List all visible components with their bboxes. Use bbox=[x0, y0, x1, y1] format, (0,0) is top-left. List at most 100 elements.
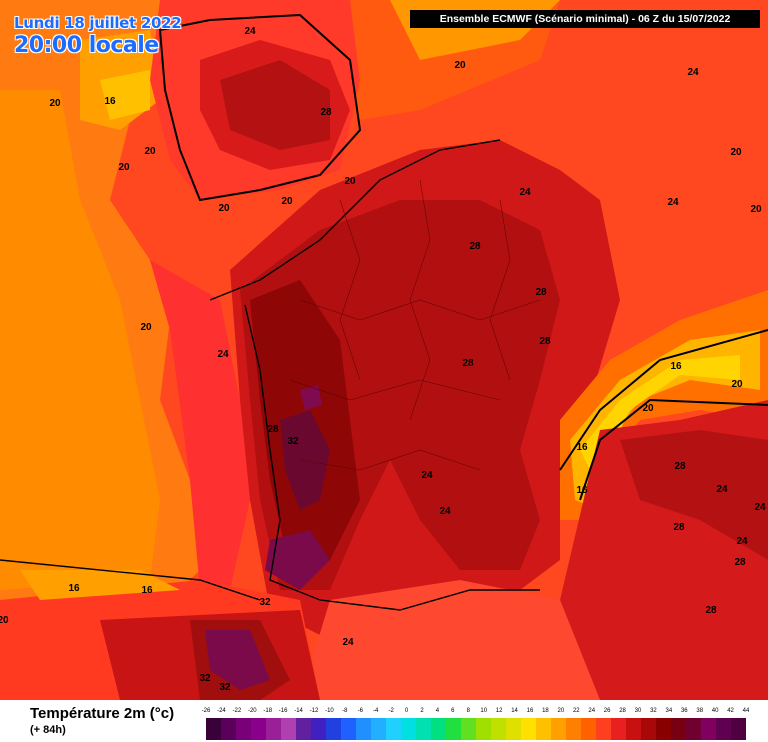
contour-label: 28 bbox=[539, 336, 551, 347]
contour-label: 28 bbox=[673, 522, 685, 533]
color-scale-cell bbox=[701, 718, 716, 740]
color-scale-tick: 26 bbox=[603, 708, 611, 714]
contour-label: 28 bbox=[469, 241, 481, 252]
color-scale-cell bbox=[566, 718, 581, 740]
color-scale-tick: -24 bbox=[217, 708, 226, 714]
color-scale-tick: 8 bbox=[466, 708, 470, 714]
color-scale-tick: 2 bbox=[420, 708, 424, 714]
color-scale-tick: 40 bbox=[711, 708, 719, 714]
iberia-coast-yellow bbox=[20, 570, 180, 600]
color-scale-tick: 0 bbox=[404, 708, 409, 714]
time-label: 20:00 locale bbox=[14, 33, 159, 58]
color-scale-cell bbox=[281, 718, 296, 740]
legend-subtitle: (+ 84h) bbox=[30, 724, 66, 736]
color-scale-tick: 20 bbox=[557, 708, 565, 714]
color-scale-tick: 28 bbox=[619, 708, 626, 714]
color-scale-tick: -4 bbox=[373, 708, 379, 714]
contour-label: 20 bbox=[0, 615, 9, 626]
color-scale-cell bbox=[491, 718, 506, 740]
coastline-iberia bbox=[0, 559, 261, 601]
color-scale-tick: -26 bbox=[201, 708, 211, 714]
color-scale-cell bbox=[341, 718, 356, 740]
color-scale-tick: -6 bbox=[357, 708, 363, 714]
color-scale-cell bbox=[251, 718, 266, 740]
coastline-england bbox=[158, 13, 362, 202]
color-scale-cell bbox=[206, 718, 221, 740]
atlantic-zone-inner bbox=[0, 90, 160, 590]
color-scale-cell bbox=[581, 718, 596, 740]
color-scale-cell bbox=[446, 718, 461, 740]
color-scale-cell bbox=[356, 718, 371, 740]
contour-label: 24 bbox=[421, 470, 433, 481]
color-scale-tick: 4 bbox=[435, 708, 440, 714]
contour-label: 20 bbox=[281, 196, 293, 207]
north-west-yellow-2 bbox=[100, 70, 150, 120]
color-scale-cell bbox=[656, 718, 671, 740]
contour-label: 20 bbox=[144, 146, 156, 157]
color-scale-tick: 12 bbox=[495, 708, 503, 714]
contour-label: 20 bbox=[731, 379, 743, 390]
contour-label: 20 bbox=[118, 162, 130, 173]
color-scale-cell bbox=[221, 718, 236, 740]
color-scale-tick: 6 bbox=[451, 708, 455, 714]
med-sea bbox=[300, 580, 600, 700]
color-scale-cell bbox=[626, 718, 641, 740]
contour-label: 24 bbox=[342, 637, 354, 648]
color-scale-cell bbox=[266, 718, 281, 740]
contour-label: 24 bbox=[667, 197, 679, 208]
color-scale-cell bbox=[431, 718, 446, 740]
contour-label: 16 bbox=[576, 442, 588, 453]
contour-label: 16 bbox=[576, 485, 588, 496]
color-scale-tick: 16 bbox=[526, 708, 534, 714]
color-scale-tick: 42 bbox=[727, 708, 734, 714]
color-scale-tick: -10 bbox=[325, 708, 334, 714]
color-scale-cell bbox=[401, 718, 416, 740]
color-scale-tick: 10 bbox=[480, 708, 488, 714]
color-scale-cell bbox=[416, 718, 431, 740]
color-scale-tick: -20 bbox=[247, 708, 257, 714]
contour-label: 20 bbox=[218, 203, 230, 214]
color-scale-tick: 32 bbox=[650, 708, 657, 714]
color-scale-cells bbox=[206, 718, 746, 740]
color-scale-tick: 18 bbox=[542, 708, 549, 714]
contour-label: 20 bbox=[642, 403, 654, 414]
contour-label: 28 bbox=[674, 461, 686, 472]
contour-label: 16 bbox=[104, 96, 116, 107]
color-scale-cell bbox=[476, 718, 491, 740]
color-scale-cell bbox=[641, 718, 656, 740]
france-extreme-3 bbox=[300, 385, 322, 410]
france-extreme bbox=[280, 410, 330, 510]
color-scale-tick: 14 bbox=[511, 708, 518, 714]
color-scale-tick: -16 bbox=[278, 708, 288, 714]
contour-label: 20 bbox=[140, 322, 152, 333]
color-scale-tick: 30 bbox=[634, 708, 642, 714]
color-scale-tick: 36 bbox=[680, 708, 688, 714]
contour-label: 24 bbox=[217, 349, 229, 360]
color-scale-cell bbox=[371, 718, 386, 740]
color-scale-cell bbox=[326, 718, 341, 740]
run-header: Ensemble ECMWF (Scénario minimal) - 06 Z… bbox=[410, 10, 760, 28]
color-scale-tick: -8 bbox=[342, 708, 348, 714]
contour-label: 32 bbox=[219, 682, 231, 693]
color-scale-tick: 44 bbox=[742, 708, 750, 714]
color-scale-cell bbox=[386, 718, 401, 740]
color-scale-cell bbox=[596, 718, 611, 740]
contour-label: 24 bbox=[519, 187, 531, 198]
color-scale-cell bbox=[671, 718, 686, 740]
contour-label: 20 bbox=[454, 60, 466, 71]
color-scale-cell bbox=[236, 718, 251, 740]
contour-label: 24 bbox=[754, 502, 766, 513]
italy-hot bbox=[620, 430, 768, 560]
contour-label: 16 bbox=[141, 585, 153, 596]
color-scale-tick: -2 bbox=[388, 708, 394, 714]
color-scale-cell bbox=[521, 718, 536, 740]
contour-label: 20 bbox=[344, 176, 356, 187]
color-scale-tick: -14 bbox=[294, 708, 303, 714]
contour-label: 20 bbox=[49, 98, 61, 109]
color-scale-cell bbox=[731, 718, 746, 740]
color-scale-cell bbox=[686, 718, 701, 740]
isotherm-alps-2 bbox=[579, 398, 768, 501]
legend-panel: Température 2m (°c) (+ 84h) -26 -24 -22 -20… bbox=[0, 700, 768, 742]
border-lines bbox=[289, 179, 541, 471]
contour-label: 24 bbox=[687, 67, 699, 78]
